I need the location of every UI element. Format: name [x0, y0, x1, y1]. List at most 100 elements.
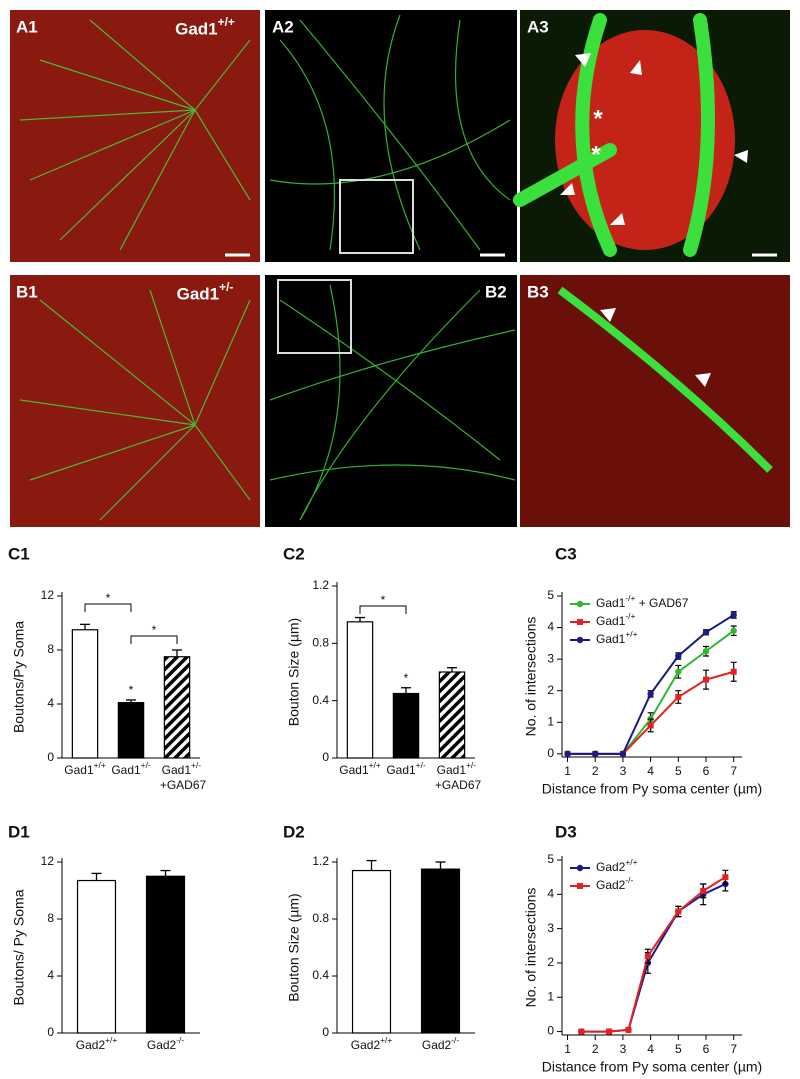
- bar: [145, 875, 186, 1034]
- y-axis-label: No. of intersections: [523, 888, 539, 1008]
- y-tick-label: 1.2: [312, 578, 329, 592]
- y-tick-label: 0.8: [312, 636, 329, 650]
- marker: [625, 1026, 632, 1033]
- y-tick-label: 5: [547, 852, 554, 866]
- bar: [392, 692, 420, 759]
- significance-label: *: [404, 671, 409, 685]
- series-line: [581, 883, 726, 1033]
- y-axis-label: Boutons/Py Soma: [11, 621, 27, 733]
- y-tick-label: 3: [547, 921, 554, 935]
- marker: [675, 908, 682, 915]
- legend-label: Gad2+/+: [596, 857, 638, 874]
- x-tick-label: 1: [564, 764, 571, 778]
- marker: [647, 722, 654, 729]
- y-tick-label: 3: [547, 651, 554, 665]
- significance-bracket: [130, 635, 178, 644]
- marker: [644, 953, 651, 960]
- legend-label: Gad1-/+: [596, 611, 635, 628]
- marker: [702, 648, 710, 655]
- x-tick-label: Gad1+/- +GAD67: [160, 760, 207, 792]
- y-tick-label: 1.2: [312, 854, 329, 868]
- legend-marker: [576, 864, 584, 872]
- x-tick-label: 7: [730, 1042, 737, 1056]
- axon-a3: [513, 13, 715, 257]
- panel-label: C3: [555, 544, 577, 563]
- bar: [71, 629, 99, 759]
- y-tick-label: 2: [547, 683, 554, 697]
- soma: [555, 30, 735, 250]
- x-tick-label: 3: [620, 764, 627, 778]
- panel-label: A3: [527, 17, 549, 36]
- x-tick-label: 1: [564, 1042, 571, 1056]
- asterisk: *: [593, 105, 603, 132]
- legend-label: Gad1-/+ + GAD67: [596, 593, 689, 610]
- image-b2: [265, 275, 517, 527]
- marker: [564, 750, 571, 758]
- marker: [619, 750, 627, 758]
- x-tick-label: Gad1+/+: [64, 760, 106, 777]
- bar: [76, 879, 117, 1034]
- inset-box: [339, 179, 414, 254]
- y-tick-label: 0.4: [312, 693, 329, 707]
- marker: [647, 690, 654, 698]
- arrowheads: [560, 53, 748, 387]
- panel-label: A1: [16, 17, 38, 36]
- micrographs: [10, 10, 790, 527]
- image-b1: [10, 275, 260, 527]
- panel-label: B2: [485, 282, 507, 301]
- x-tick-label: 4: [647, 764, 654, 778]
- x-tick-label: 4: [647, 1042, 654, 1056]
- marker: [675, 668, 682, 675]
- x-tick-label: 2: [592, 764, 599, 778]
- bar: [351, 869, 392, 1034]
- panel-label: D2: [283, 822, 305, 841]
- x-tick-label: 5: [675, 1042, 682, 1056]
- y-axis-label: Bouton Size (µm): [286, 893, 302, 1001]
- bar: [117, 702, 145, 759]
- legend-label: Gad2-/-: [596, 875, 633, 892]
- x-axis-label: Distance from Py soma center (µm): [542, 781, 762, 797]
- y-tick-label: 0: [547, 1024, 554, 1038]
- y-tick-label: 2: [547, 955, 554, 969]
- legend-marker: [576, 636, 584, 644]
- marker: [675, 694, 682, 701]
- neurites: [19, 14, 516, 521]
- x-axis-label: Distance from Py soma center (µm): [542, 1059, 762, 1075]
- y-tick-label: 8: [47, 911, 54, 925]
- legend-label: Gad1+/+: [596, 629, 638, 646]
- panel-label: D1: [8, 822, 30, 841]
- significance-label: *: [152, 623, 157, 637]
- y-tick-label: 4: [547, 886, 554, 900]
- bar: [438, 671, 466, 759]
- series-line: [567, 614, 735, 755]
- marker: [606, 1028, 613, 1035]
- marker: [592, 750, 599, 758]
- y-tick-label: 1: [547, 714, 554, 728]
- x-tick-label: Gad1+/- +GAD67: [435, 760, 482, 792]
- x-tick-label: 7: [730, 764, 737, 778]
- y-tick-label: 8: [47, 642, 54, 656]
- y-tick-label: 1: [547, 989, 554, 1003]
- inset-box: [277, 279, 352, 354]
- panel-label: D3: [555, 822, 577, 841]
- marker: [675, 652, 682, 660]
- legend-marker: [576, 600, 584, 608]
- panel-label: B3: [527, 282, 549, 301]
- y-axis-label: Boutons/ Py Soma: [11, 889, 27, 1005]
- significance-bracket: [84, 603, 132, 612]
- marker: [722, 874, 729, 881]
- legend-marker: [577, 619, 583, 625]
- y-tick-label: 12: [41, 854, 55, 868]
- y-tick-label: 0.8: [312, 911, 329, 925]
- y-tick-label: 4: [47, 696, 54, 710]
- marker: [730, 611, 737, 619]
- y-axis-label: No. of intersections: [523, 617, 539, 737]
- x-tick-label: Gad1+/+: [339, 760, 381, 777]
- significance-label: *: [129, 683, 134, 697]
- x-tick-label: Gad2-/-: [422, 1035, 459, 1052]
- marker: [703, 676, 709, 683]
- significance-bracket: [359, 605, 407, 614]
- marker: [730, 668, 737, 675]
- y-tick-label: 4: [547, 620, 554, 634]
